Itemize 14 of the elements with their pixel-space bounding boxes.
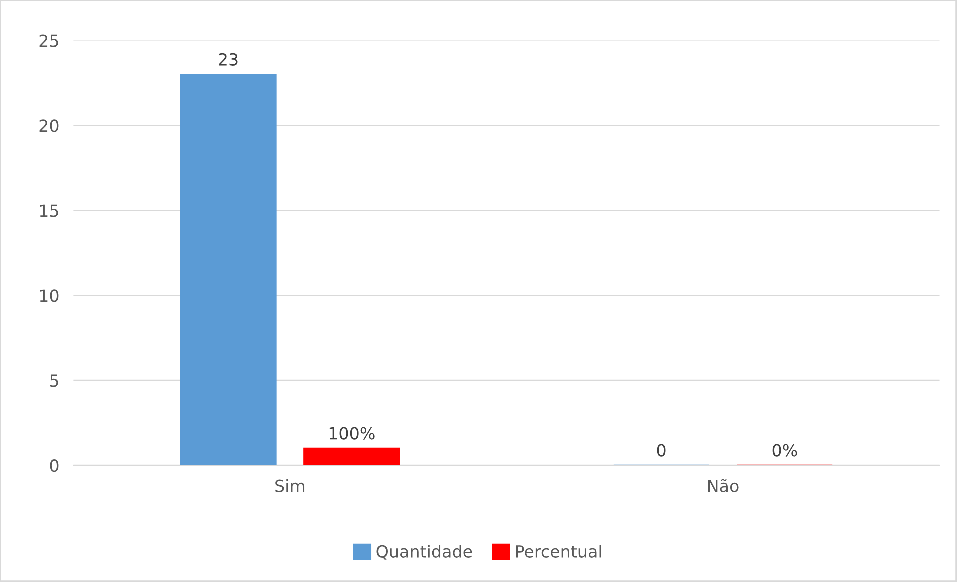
x-tick-label: Sim bbox=[276, 479, 305, 492]
data-label: 0% bbox=[772, 444, 798, 457]
legend-label: Percentual bbox=[516, 545, 602, 558]
y-tick-label: 5 bbox=[50, 374, 58, 388]
y-tick-label: 15 bbox=[40, 204, 58, 218]
y-tick-label: 10 bbox=[40, 290, 59, 302]
data-label: 100% bbox=[330, 427, 375, 440]
y-tick-label: 25 bbox=[40, 34, 58, 48]
x-tick-label: Não bbox=[708, 479, 739, 492]
y-tick-label: 0 bbox=[50, 460, 59, 472]
legend-label: Quantidade bbox=[376, 545, 472, 560]
y-tick-label: 20 bbox=[40, 120, 59, 132]
data-label: 0 bbox=[657, 444, 666, 457]
data-label: 23 bbox=[219, 53, 238, 66]
